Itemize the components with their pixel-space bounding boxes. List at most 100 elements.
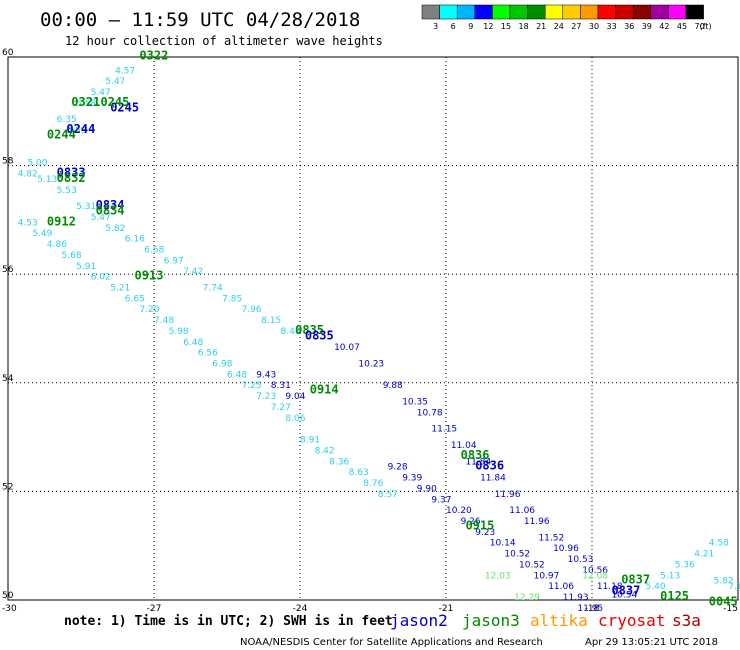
swh-value: 11.15	[431, 425, 457, 435]
satellite-legend-item: altika	[530, 611, 588, 630]
y-tick-label: 56	[2, 265, 14, 275]
swh-value: 4.21	[694, 550, 714, 560]
scale-swatch	[439, 4, 458, 20]
scale-label: 70	[695, 22, 705, 31]
swh-value: 10.07	[334, 343, 360, 353]
page-subtitle: 12 hour collection of altimeter wave hei…	[65, 34, 383, 48]
pass-time-label: 0836	[461, 448, 490, 462]
x-tick-label: -30	[2, 604, 17, 614]
swh-value: 7.20	[139, 305, 159, 315]
pass-time-label: 0245	[100, 95, 129, 109]
scale-label: 3	[433, 22, 438, 31]
swh-value: 10.96	[553, 544, 579, 554]
swh-value: 10.97	[534, 571, 560, 581]
color-scale-legend: 3 6 9 12 15 18 21 24 27 30 33 36 39 42 45 70 (ft)	[421, 4, 712, 31]
scale-label: 30	[589, 22, 599, 31]
scale-swatch	[544, 4, 564, 20]
swh-value: 9.88	[383, 381, 403, 391]
scale-label: 18	[519, 22, 529, 31]
y-tick-label: 58	[2, 157, 14, 167]
pass-time-label: 0837	[611, 584, 640, 598]
swh-value: 11.93	[563, 593, 589, 603]
scale-label: 9	[468, 22, 473, 31]
y-tick-label: 54	[2, 374, 14, 384]
swh-value: 6.56	[198, 349, 218, 359]
swh-value: 6.98	[212, 360, 232, 370]
swh-value: 11.84	[480, 474, 506, 484]
pass-time-label: 0832	[57, 171, 86, 185]
swh-value: 11.06	[548, 582, 574, 592]
swh-value: 12.03	[485, 571, 511, 581]
scale-swatch	[474, 4, 493, 20]
pass-time-label: 0833	[57, 165, 86, 179]
scale-label: 45	[677, 22, 687, 31]
swh-value: 7.25	[242, 381, 262, 391]
swh-value: 7.74	[203, 283, 223, 293]
swh-value: 11.18	[597, 582, 623, 592]
pass-time-label: 0914	[310, 383, 339, 397]
swh-value: 9.39	[402, 474, 422, 484]
swh-value: 10.52	[519, 560, 545, 570]
swh-value: 4.58	[709, 539, 729, 549]
swh-value: 6.35	[57, 115, 77, 125]
swh-value: 5.21	[110, 283, 130, 293]
timestamp-text: Apr 29 13:05:21 UTC 2018	[585, 637, 718, 648]
scale-swatch	[492, 4, 511, 20]
pass-time-label: 0915	[465, 518, 494, 532]
x-tick-label: -27	[147, 604, 162, 614]
swh-value: 6.48	[227, 370, 247, 380]
swh-value: 11.96	[524, 517, 550, 527]
scale-swatch	[562, 4, 581, 20]
swh-value: 8.76	[363, 479, 383, 489]
grid-lines	[8, 57, 738, 600]
swh-value: 5.82	[714, 577, 734, 587]
swh-value: 7.13	[728, 582, 740, 592]
swh-value: 10.35	[402, 398, 428, 408]
x-axis-ticks: -30 -27 -24 -21 -18 -15	[2, 604, 738, 614]
x-tick-label: -15	[723, 604, 738, 614]
scale-swatch	[421, 4, 440, 20]
swh-value: 5.13	[660, 571, 680, 581]
swh-value: 8.91	[300, 436, 320, 446]
swh-value: 8.36	[329, 457, 349, 467]
scale-swatch	[632, 4, 652, 20]
swh-value: 7.42	[183, 267, 203, 277]
swh-value: 10.54	[611, 590, 637, 600]
scale-swatch	[456, 4, 476, 20]
swh-value: 11.52	[538, 533, 564, 543]
scale-label: 39	[642, 22, 652, 31]
swh-value: 9.43	[256, 370, 276, 380]
y-tick-label: 52	[2, 482, 13, 492]
y-tick-label: 50	[2, 591, 14, 601]
x-tick-label: -18	[585, 604, 600, 614]
swh-value: 8.48	[281, 327, 301, 337]
swh-value: 6.02	[91, 273, 111, 283]
pass-time-label: 0912	[47, 214, 76, 228]
satellite-legend-item: cryosat	[598, 611, 665, 630]
scale-unit: (ft)	[700, 22, 712, 31]
swh-value: 8.63	[349, 468, 369, 478]
pass-time-label: 0834	[96, 198, 125, 212]
pass-time-label: 0125	[660, 589, 689, 603]
pass-time-label: 0835	[295, 323, 324, 337]
scale-label: 6	[451, 22, 456, 31]
swh-value: 12.08	[582, 571, 608, 581]
scale-label: 42	[659, 22, 669, 31]
swh-value: 5.82	[105, 224, 125, 234]
swh-value: 10.52	[504, 550, 530, 560]
scale-swatch	[597, 4, 616, 20]
swh-value: 7.96	[242, 305, 262, 315]
swh-value: 5.58	[76, 99, 96, 109]
satellite-legend-item: s3a	[672, 611, 701, 630]
pass-time-label: 0834	[96, 203, 125, 217]
swh-value: 8.06	[285, 414, 305, 424]
swh-value: 9.37	[431, 495, 451, 505]
swh-value: 9.90	[417, 484, 437, 494]
plot-frame	[7, 56, 739, 601]
swh-value: 11.06	[509, 506, 535, 516]
swh-value: 7.85	[222, 294, 242, 304]
pass-time-label: 0913	[135, 269, 164, 283]
swh-value: 9.28	[388, 463, 408, 473]
scale-swatch	[509, 4, 528, 20]
